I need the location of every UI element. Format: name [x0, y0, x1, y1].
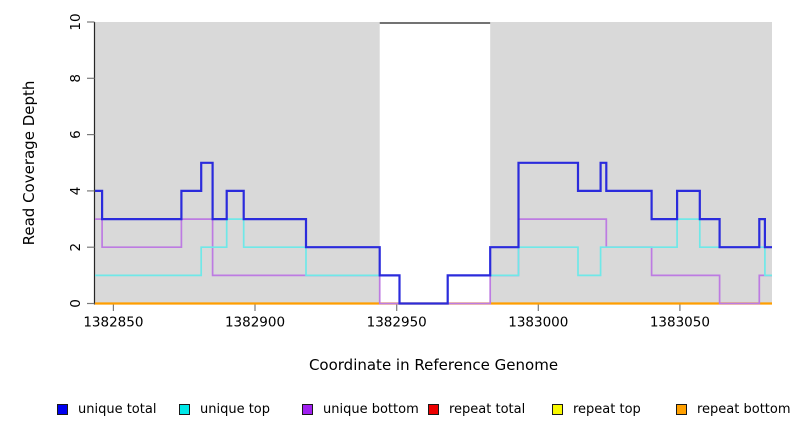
legend-item-unique-total: unique total: [57, 403, 156, 416]
legend-label: repeat bottom: [697, 402, 791, 417]
legend-label: unique top: [200, 402, 271, 417]
legend-swatch-icon: [676, 404, 687, 415]
y-tick-label: 4: [68, 187, 84, 196]
legend-item-repeat-total: repeat total: [428, 403, 525, 416]
x-tick-label: 1383000: [508, 315, 568, 331]
y-axis-title: Read Coverage Depth: [20, 80, 38, 246]
legend-label: repeat total: [449, 402, 526, 417]
y-tick-label: 2: [68, 243, 84, 252]
shaded-region: [95, 22, 380, 304]
legend-swatch-icon: [302, 404, 313, 415]
y-tick-label: 0: [68, 299, 84, 308]
legend-label: repeat top: [573, 402, 641, 417]
legend-swatch-icon: [179, 404, 190, 415]
legend-swatch-icon: [428, 404, 439, 415]
y-tick-label: 10: [68, 13, 84, 30]
x-tick-label: 1382950: [367, 315, 427, 331]
y-tick-label: 6: [68, 130, 84, 139]
x-axis-title: Coordinate in Reference Genome: [308, 356, 559, 374]
y-tick-label: 8: [68, 74, 84, 83]
legend-item-unique-bottom: unique bottom: [302, 403, 419, 416]
x-tick-label: 1382850: [83, 315, 143, 331]
x-tick-label: 1382900: [225, 315, 285, 331]
legend-item-repeat-top: repeat top: [552, 403, 641, 416]
series-unique-total: [95, 161, 772, 305]
legend-item-unique-top: unique top: [179, 403, 270, 416]
legend-label: unique bottom: [323, 402, 419, 417]
legend-swatch-icon: [552, 404, 563, 415]
x-tick-label: 1383050: [650, 315, 710, 331]
legend-label: unique total: [78, 402, 157, 417]
legend-swatch-icon: [57, 404, 68, 415]
legend-item-repeat-bottom: repeat bottom: [676, 403, 791, 416]
